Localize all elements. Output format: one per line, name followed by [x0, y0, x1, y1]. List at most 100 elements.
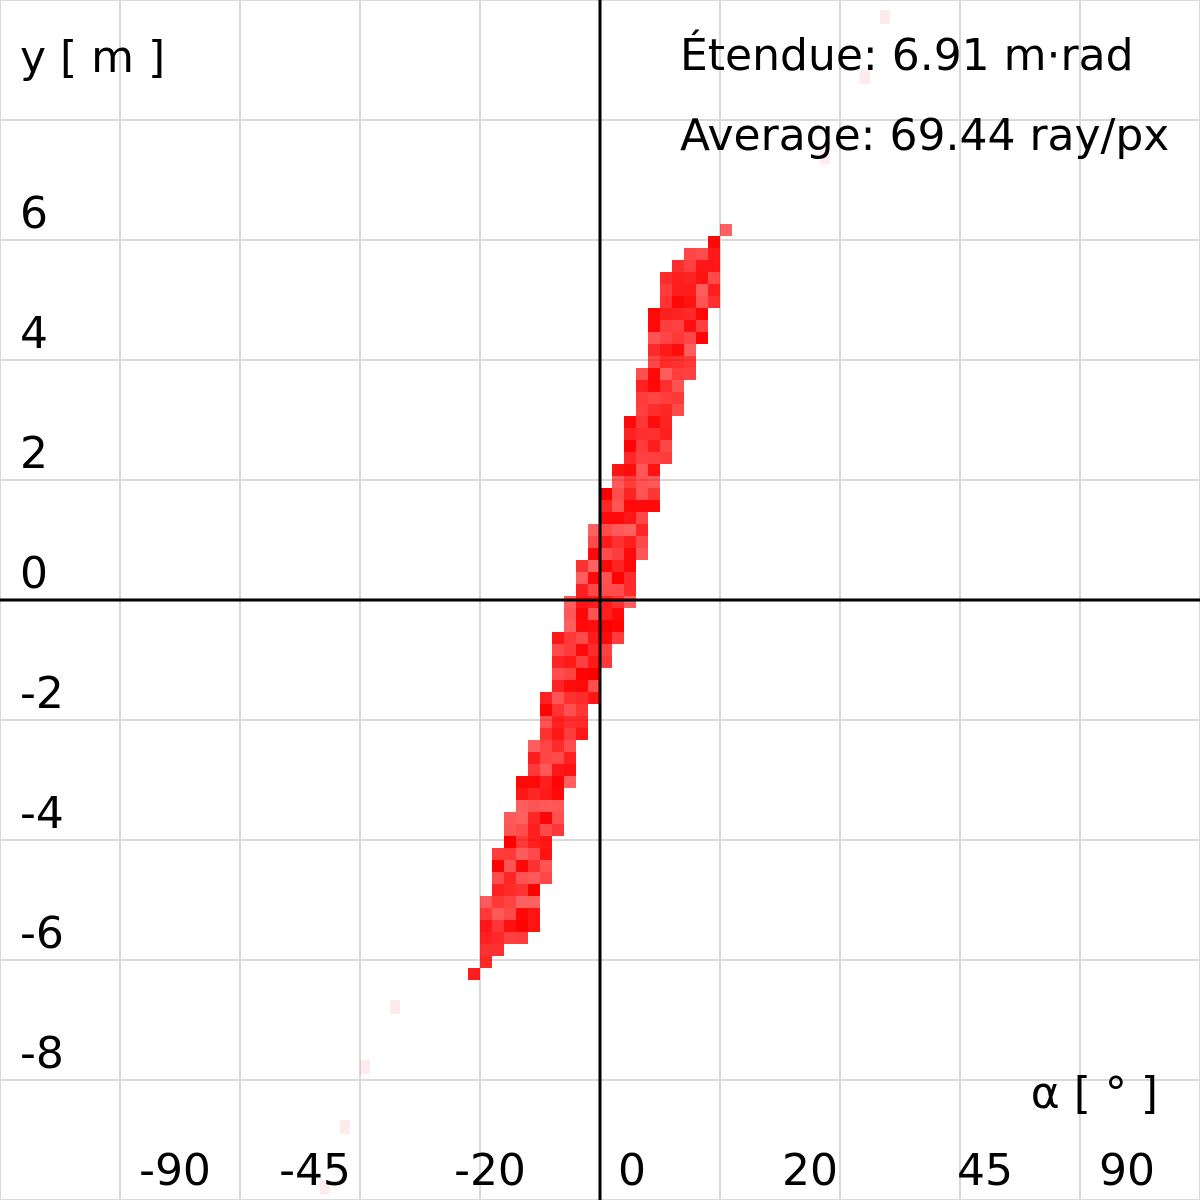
heat-cell — [552, 704, 564, 716]
heat-cell-faint — [390, 1000, 400, 1014]
heat-cell — [672, 344, 684, 356]
heat-cell — [660, 368, 672, 380]
heat-cell — [480, 956, 492, 968]
heat-cell — [660, 428, 672, 440]
heat-cell — [600, 512, 612, 524]
heat-cell — [540, 812, 552, 824]
heat-cell — [564, 632, 576, 644]
heat-cell — [504, 932, 516, 944]
heat-cell — [708, 260, 720, 272]
heat-cell — [636, 428, 648, 440]
heat-cell — [636, 416, 648, 428]
heat-cell — [516, 860, 528, 872]
heat-cell — [636, 476, 648, 488]
heat-cell — [672, 320, 684, 332]
heat-cell — [528, 740, 540, 752]
heat-cell — [600, 632, 612, 644]
heat-cell — [660, 284, 672, 296]
heat-cell — [588, 620, 600, 632]
heat-cell — [576, 584, 588, 596]
heat-cell — [648, 464, 660, 476]
heat-cell — [576, 716, 588, 728]
heat-cell — [624, 560, 636, 572]
heat-cell — [576, 620, 588, 632]
heat-cell — [636, 452, 648, 464]
heat-cell — [576, 656, 588, 668]
heat-cell — [540, 872, 552, 884]
heat-cell — [516, 848, 528, 860]
heat-cell — [612, 524, 624, 536]
heat-cell — [612, 548, 624, 560]
heat-cell — [480, 920, 492, 932]
heat-cell — [600, 560, 612, 572]
heat-cell — [492, 908, 504, 920]
heat-cell — [684, 344, 696, 356]
y-tick-label: -6 — [20, 908, 64, 959]
heat-cell — [564, 644, 576, 656]
heat-cell-faint — [320, 1180, 330, 1194]
heat-cell — [564, 692, 576, 704]
heat-cell — [600, 524, 612, 536]
heat-cell — [708, 296, 720, 308]
heat-cell — [564, 776, 576, 788]
heat-cell — [504, 836, 516, 848]
heat-cell — [540, 692, 552, 704]
heat-cell — [588, 524, 600, 536]
heat-cell — [528, 884, 540, 896]
heat-cell — [684, 332, 696, 344]
heat-cell — [648, 308, 660, 320]
heat-cell — [624, 476, 636, 488]
heat-cell — [660, 392, 672, 404]
heat-cell — [600, 536, 612, 548]
heat-cell — [504, 860, 516, 872]
heat-cell — [516, 812, 528, 824]
heat-cell — [540, 824, 552, 836]
heat-cell — [600, 584, 612, 596]
heat-cell — [588, 692, 600, 704]
heat-cell — [552, 824, 564, 836]
heat-cell — [588, 548, 600, 560]
heat-cell — [600, 608, 612, 620]
heat-cell — [696, 248, 708, 260]
heat-cell — [624, 596, 636, 608]
heat-cell — [516, 908, 528, 920]
heat-cell — [648, 488, 660, 500]
heat-cell — [672, 404, 684, 416]
heat-cell — [612, 500, 624, 512]
heat-cell — [492, 896, 504, 908]
heat-cell — [504, 908, 516, 920]
heat-cell — [672, 296, 684, 308]
heat-cell — [696, 320, 708, 332]
heat-cell — [492, 884, 504, 896]
heat-cell — [624, 500, 636, 512]
x-tick-label: 0 — [618, 1145, 646, 1196]
heat-cell — [612, 632, 624, 644]
heat-cell — [516, 884, 528, 896]
heat-cell — [624, 512, 636, 524]
heat-cell — [492, 920, 504, 932]
heat-cell — [708, 284, 720, 296]
heat-cell — [648, 344, 660, 356]
heat-cell — [576, 668, 588, 680]
heat-cell — [648, 440, 660, 452]
heat-cell — [528, 764, 540, 776]
heat-cell — [684, 296, 696, 308]
heat-cell — [648, 476, 660, 488]
heat-cell — [504, 920, 516, 932]
y-tick-label: 2 — [20, 428, 48, 479]
heat-cell — [636, 500, 648, 512]
heat-cell — [636, 536, 648, 548]
heat-cell — [540, 716, 552, 728]
heat-cell — [576, 608, 588, 620]
heat-cell — [504, 848, 516, 860]
heat-cell — [672, 308, 684, 320]
heat-cell — [720, 224, 732, 236]
heat-cell — [684, 284, 696, 296]
heat-cell — [516, 824, 528, 836]
heat-cell — [660, 308, 672, 320]
heat-cell — [660, 296, 672, 308]
y-tick-label: 0 — [20, 548, 48, 599]
heat-cell — [696, 296, 708, 308]
heat-cell — [648, 320, 660, 332]
heat-cell — [612, 512, 624, 524]
